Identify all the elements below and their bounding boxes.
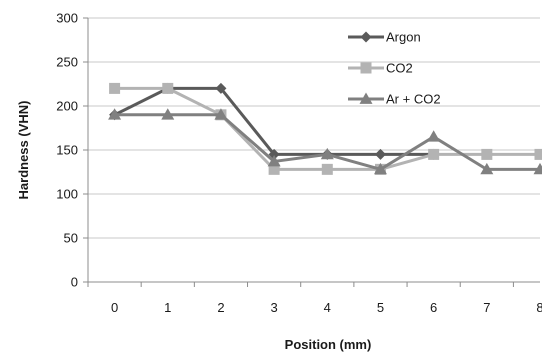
axes (83, 17, 540, 287)
x-tick-labels: 0 1 2 3 4 5 6 7 8 (111, 300, 542, 315)
legend-entry: CO2 (348, 61, 413, 76)
legend-marker (360, 62, 372, 74)
x-axis-title: Position (mm) (285, 337, 372, 352)
x-tick-label: 1 (164, 300, 171, 315)
x-tick-label: 6 (430, 300, 437, 315)
data-point (480, 162, 494, 175)
data-point (162, 82, 174, 94)
data-point (428, 148, 440, 160)
y-tick-label: 150 (56, 143, 78, 158)
data-point (374, 148, 386, 160)
x-tick-label: 7 (483, 300, 490, 315)
y-tick-label: 300 (56, 11, 78, 26)
legend-label: Argon (386, 30, 421, 45)
y-axis-title: Hardness (VHN) (16, 101, 31, 200)
series-2 (108, 108, 542, 175)
legend-label: CO2 (386, 61, 413, 76)
data-point (268, 163, 280, 175)
x-tick-label: 4 (324, 300, 331, 315)
data-point (427, 130, 441, 142)
legend-entry: Argon (348, 30, 421, 45)
x-tick-label: 2 (217, 300, 224, 315)
series-1 (109, 82, 542, 175)
x-tick-label: 0 (111, 300, 118, 315)
data-point (214, 108, 228, 120)
data-point (215, 82, 227, 94)
legend-entry: Ar + CO2 (348, 92, 441, 107)
data-point (267, 154, 281, 167)
legend-marker (360, 31, 372, 43)
series-line (114, 113, 540, 171)
x-tick-label: 5 (377, 300, 384, 315)
data-point (320, 147, 334, 160)
data-point (161, 108, 175, 120)
y-tick-label: 50 (64, 231, 78, 246)
legend-marker (359, 92, 373, 104)
data-series (108, 82, 542, 175)
legend: Argon CO2 Ar + CO2 (348, 30, 441, 107)
y-tick-label: 0 (71, 275, 78, 290)
data-point (373, 162, 387, 175)
data-point (109, 82, 121, 94)
data-point (108, 108, 122, 120)
data-point (534, 148, 542, 160)
data-point (533, 162, 542, 175)
data-point (481, 148, 493, 160)
y-tick-label: 200 (56, 99, 78, 114)
gridlines (88, 17, 540, 239)
data-point (321, 163, 333, 175)
x-tick-label: 8 (536, 300, 542, 315)
y-tick-labels: 0 50 100 150 200 250 300 (56, 11, 78, 290)
y-tick-label: 250 (56, 55, 78, 70)
legend-label: Ar + CO2 (386, 92, 441, 107)
y-tick-label: 100 (56, 187, 78, 202)
x-tick-label: 3 (271, 300, 278, 315)
